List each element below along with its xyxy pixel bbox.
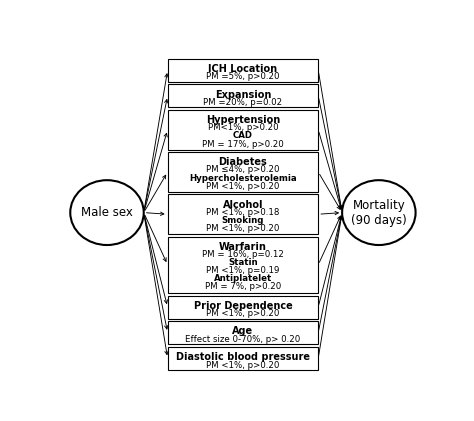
Text: Warfarin: Warfarin — [219, 242, 267, 252]
Text: Age: Age — [232, 327, 254, 336]
Text: Hypertension: Hypertension — [206, 115, 280, 125]
Text: PM <1%, p>0.20: PM <1%, p>0.20 — [206, 224, 280, 233]
Text: PM = 16%, p=0.12: PM = 16%, p=0.12 — [202, 250, 284, 259]
Text: Effect size 0-70%, p> 0.20: Effect size 0-70%, p> 0.20 — [185, 335, 301, 344]
Text: PM =20%, p=0.02: PM =20%, p=0.02 — [203, 98, 283, 107]
Text: PM<1%, p>0.20: PM<1%, p>0.20 — [208, 123, 278, 132]
Text: Prior Dependence: Prior Dependence — [193, 301, 292, 311]
Text: Diabetes: Diabetes — [219, 157, 267, 167]
Bar — [168, 152, 318, 192]
Bar — [168, 347, 318, 370]
Text: Hypercholesterolemia: Hypercholesterolemia — [189, 174, 297, 183]
Circle shape — [70, 180, 144, 245]
Text: Antiplatelet: Antiplatelet — [214, 274, 272, 283]
Text: Alcohol: Alcohol — [223, 200, 263, 210]
Text: Expansion: Expansion — [215, 90, 271, 99]
Bar — [168, 321, 318, 344]
Bar — [168, 195, 318, 234]
Bar — [168, 110, 318, 149]
Text: PM = 17%, p>0.20: PM = 17%, p>0.20 — [202, 140, 284, 149]
Circle shape — [342, 180, 416, 245]
Text: PM =5%, p>0.20: PM =5%, p>0.20 — [206, 72, 280, 81]
Text: PM <1%, p>0.20: PM <1%, p>0.20 — [206, 360, 280, 370]
Text: Smoking: Smoking — [222, 216, 264, 225]
Text: PM <1%, p>0.18: PM <1%, p>0.18 — [206, 208, 280, 217]
Bar — [168, 296, 318, 319]
Bar — [168, 84, 318, 107]
Bar — [168, 59, 318, 82]
Text: CAD: CAD — [233, 131, 253, 141]
Text: ICH Location: ICH Location — [209, 64, 277, 74]
Bar — [168, 237, 318, 293]
Text: PM <1%, p>0.20: PM <1%, p>0.20 — [206, 182, 280, 191]
Text: Diastolic blood pressure: Diastolic blood pressure — [176, 352, 310, 362]
Text: Statin: Statin — [228, 258, 258, 267]
Text: Male sex: Male sex — [81, 206, 133, 219]
Text: PM ≤4%, p>0.20: PM ≤4%, p>0.20 — [206, 165, 280, 174]
Text: PM = 7%, p>0.20: PM = 7%, p>0.20 — [205, 282, 281, 291]
Text: PM <1%, p>0.20: PM <1%, p>0.20 — [206, 309, 280, 318]
Text: PM <1%, p=0.19: PM <1%, p=0.19 — [206, 266, 280, 275]
Text: Mortality
(90 days): Mortality (90 days) — [351, 199, 407, 226]
